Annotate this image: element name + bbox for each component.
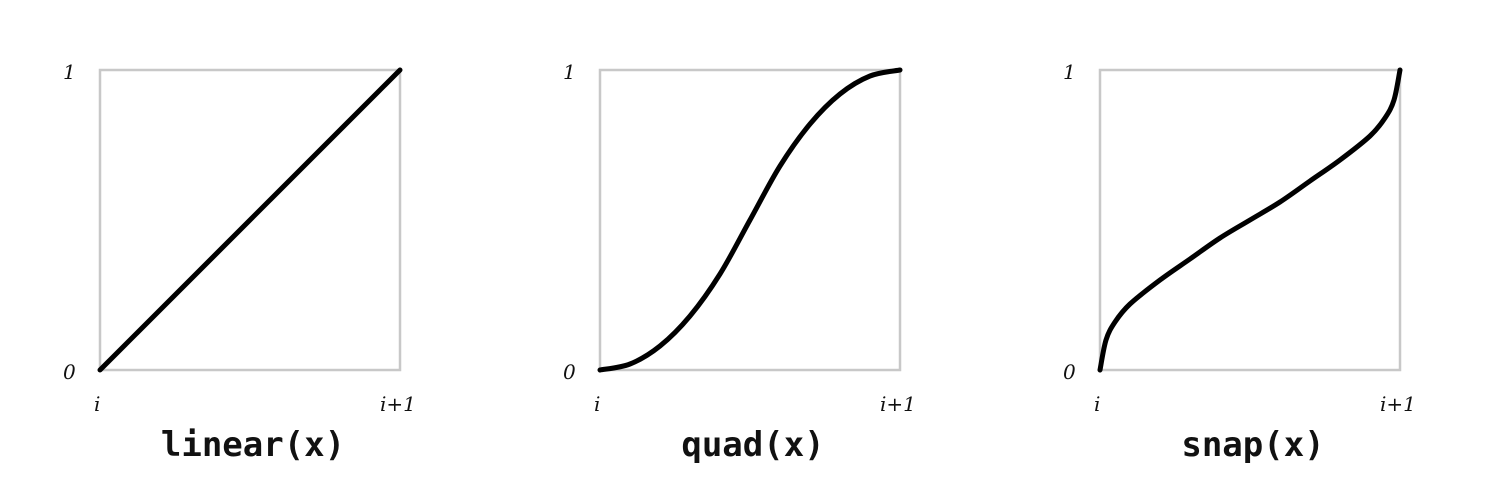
chart-linear: 1 0 i i+1 linear(x): [0, 0, 500, 500]
chart-linear-plot: [97, 67, 403, 373]
plot-frame: [598, 68, 902, 372]
x-tick-label-right: i+1: [380, 392, 416, 416]
chart-title: quad(x): [681, 425, 825, 465]
series-line-linear: [97, 67, 403, 373]
x-tick-label-left: i: [594, 392, 601, 416]
y-tick-label-bottom: 0: [1063, 360, 1076, 384]
series-line-snap: [1097, 67, 1403, 373]
y-tick-label-top: 1: [63, 60, 76, 84]
chart-quad-plot: [597, 67, 903, 373]
plot-frame: [1098, 68, 1402, 372]
y-tick-label-bottom: 0: [63, 360, 76, 384]
chart-snap: 1 0 i i+1 snap(x): [1000, 0, 1500, 500]
y-tick-label-bottom: 0: [563, 360, 576, 384]
plot-frame: [98, 68, 402, 372]
x-tick-label-right: i+1: [880, 392, 916, 416]
x-tick-label-right: i+1: [1380, 392, 1416, 416]
series-line-quad: [597, 67, 903, 373]
chart-quad: 1 0 i i+1 quad(x): [500, 0, 1000, 500]
chart-title: linear(x): [160, 425, 346, 465]
x-tick-label-left: i: [1094, 392, 1101, 416]
y-tick-label-top: 1: [563, 60, 576, 84]
y-tick-label-top: 1: [1063, 60, 1076, 84]
chart-snap-plot: [1097, 67, 1403, 373]
chart-title: snap(x): [1181, 425, 1325, 465]
x-tick-label-left: i: [94, 392, 101, 416]
